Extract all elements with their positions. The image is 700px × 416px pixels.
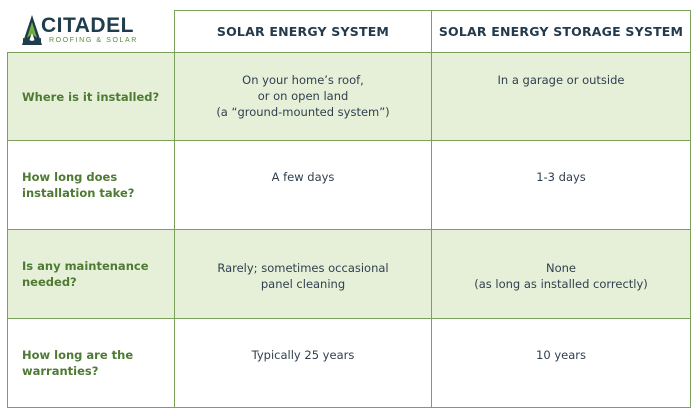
citadel-logo: CITADEL ROOFING & SOLAR (21, 14, 171, 48)
column-header-solar: SOLAR ENERGY SYSTEM (175, 10, 432, 53)
value-line: 10 years (536, 348, 586, 362)
column-header-storage: SOLAR ENERGY STORAGE SYSTEM (432, 10, 691, 53)
question-line: needed? (22, 275, 77, 289)
logo-cell: CITADEL ROOFING & SOLAR (7, 10, 175, 53)
value-line: or on open land (257, 89, 349, 103)
question-line: installation take? (22, 186, 135, 200)
question-line: How long are the (22, 348, 134, 362)
solar-maintenance: Rarely; sometimes occasional panel clean… (175, 230, 432, 319)
value-line: None (545, 261, 576, 275)
value-line: On your home’s roof, (242, 73, 364, 87)
brand-tagline: ROOFING & SOLAR (49, 37, 138, 44)
question-maintenance: Is any maintenance needed? (7, 230, 175, 319)
question-line: How long does (22, 170, 118, 184)
value-line: 1-3 days (536, 170, 586, 184)
value-line: Typically 25 years (251, 348, 355, 362)
value-line: (a “ground-mounted system”) (216, 105, 390, 119)
question-line: warranties? (22, 364, 99, 378)
question-warranties: How long are the warranties? (7, 319, 175, 408)
value-line: (as long as installed correctly) (474, 277, 648, 291)
storage-warranty: 10 years (432, 319, 691, 408)
brand-name: CITADEL (41, 14, 134, 37)
citadel-mark-icon (22, 15, 42, 45)
question-installation-time: How long does installation take? (7, 141, 175, 230)
question-installed-where: Where is it installed? (7, 53, 175, 141)
storage-installed-where: In a garage or outside (432, 53, 691, 141)
value-line: In a garage or outside (497, 73, 625, 87)
storage-maintenance: None (as long as installed correctly) (432, 230, 691, 319)
value-line: panel cleaning (260, 277, 346, 291)
storage-installation-time: 1-3 days (432, 141, 691, 230)
solar-installation-time: A few days (175, 141, 432, 230)
solar-installed-where: On your home’s roof, or on open land (a … (175, 53, 432, 141)
comparison-table: CITADEL ROOFING & SOLAR SOLAR ENERGY SYS… (7, 10, 691, 408)
question-line: Is any maintenance (22, 259, 149, 273)
question-line: Where is it installed? (22, 89, 160, 104)
value-line: Rarely; sometimes occasional (217, 261, 389, 275)
value-line: A few days (271, 170, 335, 184)
solar-warranty: Typically 25 years (175, 319, 432, 408)
